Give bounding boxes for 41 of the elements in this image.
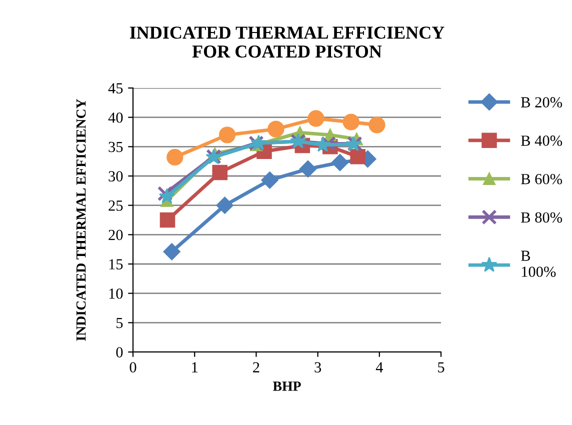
y-tick-label: 30	[108, 171, 123, 182]
y-tick-label: 0	[116, 347, 123, 358]
chart-title: INDICATED THERMAL EFFICIENCY FOR COATED PISTON	[130, 26, 444, 58]
point	[250, 134, 267, 150]
point	[308, 110, 324, 127]
point	[299, 160, 316, 178]
x-axis-title: BHP	[272, 382, 301, 391]
y-axis-title: INDICATED THERMAL EFFICIENCY	[76, 98, 86, 341]
point	[212, 164, 228, 180]
point	[268, 120, 284, 138]
point	[163, 243, 180, 260]
point	[342, 114, 360, 130]
legend-label: B 40%	[521, 136, 562, 146]
point	[166, 148, 184, 166]
x-tick-label: 2	[253, 362, 260, 372]
point	[368, 116, 386, 134]
legend-label: B 20%	[521, 97, 562, 108]
point	[218, 126, 236, 144]
point	[216, 196, 234, 214]
point	[314, 136, 331, 152]
x-tick-label: 3	[314, 362, 322, 372]
y-tick-label: 35	[108, 142, 123, 152]
point	[331, 154, 349, 172]
point	[350, 149, 366, 164]
x-tick-label: 0	[130, 362, 136, 372]
x-tick-label: 5	[438, 362, 444, 372]
y-tick-label: 45	[108, 83, 123, 94]
point	[261, 172, 278, 189]
y-tick-label: 15	[109, 259, 123, 270]
legend-label: B 80%	[521, 212, 562, 223]
y-tick-label: 5	[116, 318, 123, 328]
point	[320, 136, 336, 152]
x-tick-label: 1	[192, 362, 198, 372]
y-tick-label: 40	[108, 112, 123, 123]
point	[160, 212, 176, 228]
y-tick-label: 25	[108, 200, 123, 211]
y-tick-label: 10	[109, 288, 123, 299]
y-tick-label: 20	[108, 230, 123, 240]
legend-label: B 100%	[521, 250, 556, 277]
legend-label: B 60%	[521, 174, 562, 184]
x-tick-label: 4	[376, 362, 383, 372]
